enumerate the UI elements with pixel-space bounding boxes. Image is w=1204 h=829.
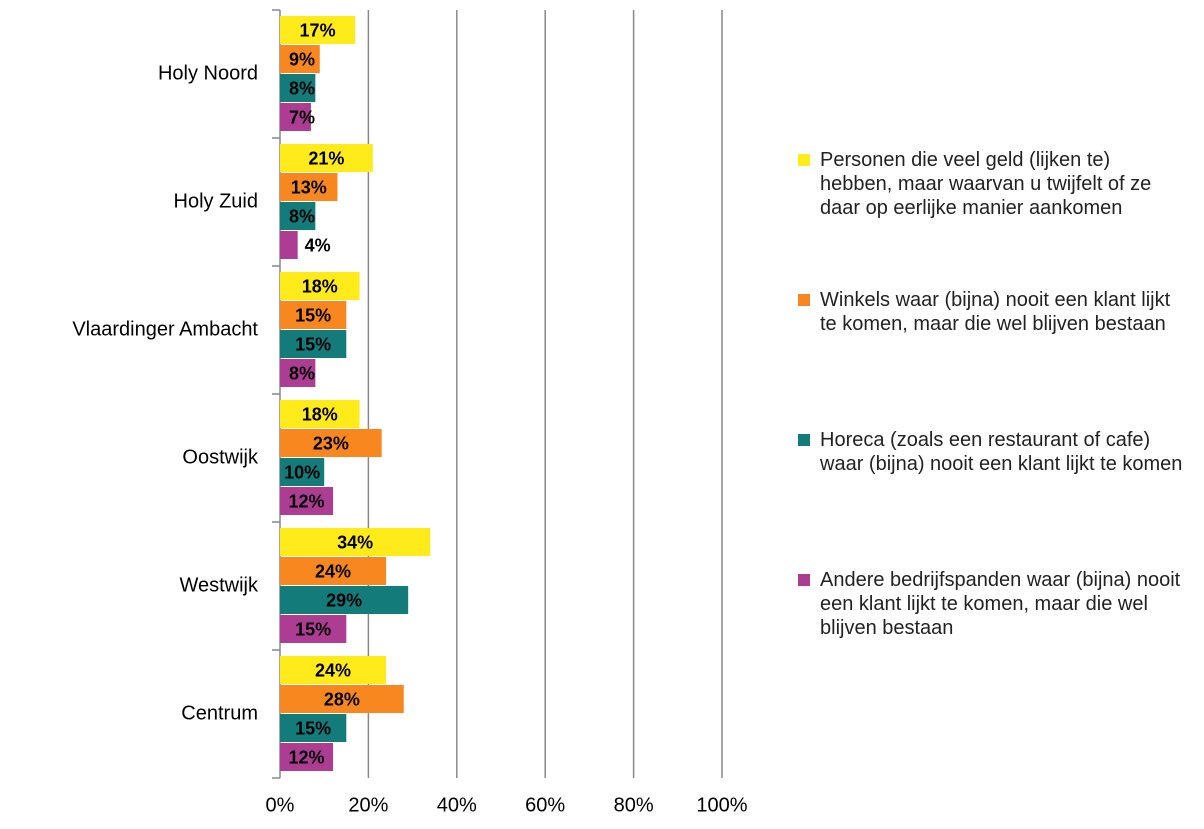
legend-label: Horeca (zoals een restaurant of cafe) wa… <box>820 429 1183 475</box>
data-label: 18% <box>302 404 338 424</box>
bar <box>280 103 311 131</box>
data-label: 15% <box>295 718 331 738</box>
bar <box>280 458 325 486</box>
legend-label: Personen die veel geld (lijken te) hebbe… <box>820 149 1152 219</box>
bar <box>280 429 382 457</box>
y-tick-label: Holy Zuid <box>174 190 258 212</box>
bar <box>280 528 431 556</box>
bar <box>280 272 360 300</box>
bar <box>280 173 338 201</box>
legend-label: Andere bedrijfspanden waar (bijna) nooit… <box>820 569 1181 639</box>
bar <box>280 359 316 387</box>
data-label: 8% <box>289 206 315 226</box>
bar <box>280 714 347 742</box>
bar <box>280 586 409 614</box>
x-tick-label: 60% <box>525 794 565 816</box>
legend-swatch <box>798 434 810 446</box>
x-tick-label: 0% <box>266 794 295 816</box>
bar <box>280 743 334 771</box>
data-label: 15% <box>295 619 331 639</box>
legend-label: Winkels waar (bijna) nooit een klant lij… <box>820 289 1171 335</box>
bar <box>280 656 387 684</box>
data-label: 12% <box>289 491 325 511</box>
legend-item: Horeca (zoals een restaurant of cafe) wa… <box>798 428 1188 568</box>
data-label: 9% <box>289 49 315 69</box>
bar <box>280 487 334 515</box>
data-label: 15% <box>295 305 331 325</box>
data-label: 21% <box>308 148 344 168</box>
y-tick-label: Vlaardinger Ambacht <box>72 318 258 340</box>
data-label: 8% <box>289 78 315 98</box>
bar <box>280 202 316 230</box>
y-tick-label: Oostwijk <box>182 446 259 468</box>
data-label: 13% <box>291 177 327 197</box>
bar <box>280 685 404 713</box>
data-label: 24% <box>315 660 351 680</box>
bar <box>280 615 347 643</box>
data-label: 15% <box>295 334 331 354</box>
legend-item: Personen die veel geld (lijken te) hebbe… <box>798 148 1188 288</box>
legend-swatch <box>798 154 810 166</box>
data-label: 8% <box>289 363 315 383</box>
bar <box>280 557 387 585</box>
bar <box>280 330 347 358</box>
legend-swatch <box>798 574 810 586</box>
y-tick-label: Holy Noord <box>158 62 258 84</box>
data-label: 23% <box>313 433 349 453</box>
data-label: 4% <box>305 235 331 255</box>
x-tick-label: 100% <box>696 794 747 816</box>
data-label: 28% <box>324 689 360 709</box>
y-tick-label: Centrum <box>181 702 258 724</box>
data-label: 24% <box>315 561 351 581</box>
x-tick-label: 40% <box>437 794 477 816</box>
bar <box>280 301 347 329</box>
bar <box>280 144 373 172</box>
y-tick-label: Westwijk <box>179 574 259 596</box>
legend-swatch <box>798 294 810 306</box>
bar <box>280 74 316 102</box>
legend: Personen die veel geld (lijken te) hebbe… <box>798 148 1188 708</box>
legend-item: Andere bedrijfspanden waar (bijna) nooit… <box>798 568 1188 708</box>
data-label: 10% <box>284 462 320 482</box>
bar <box>280 45 320 73</box>
x-tick-label: 20% <box>348 794 388 816</box>
data-label: 17% <box>300 20 336 40</box>
bar <box>280 16 356 44</box>
data-label: 12% <box>289 747 325 767</box>
x-tick-label: 80% <box>614 794 654 816</box>
data-label: 7% <box>289 107 315 127</box>
legend-item: Winkels waar (bijna) nooit een klant lij… <box>798 288 1188 428</box>
bar <box>280 400 360 428</box>
data-label: 18% <box>302 276 338 296</box>
data-label: 29% <box>326 590 362 610</box>
bar <box>280 231 298 259</box>
data-label: 34% <box>337 532 373 552</box>
